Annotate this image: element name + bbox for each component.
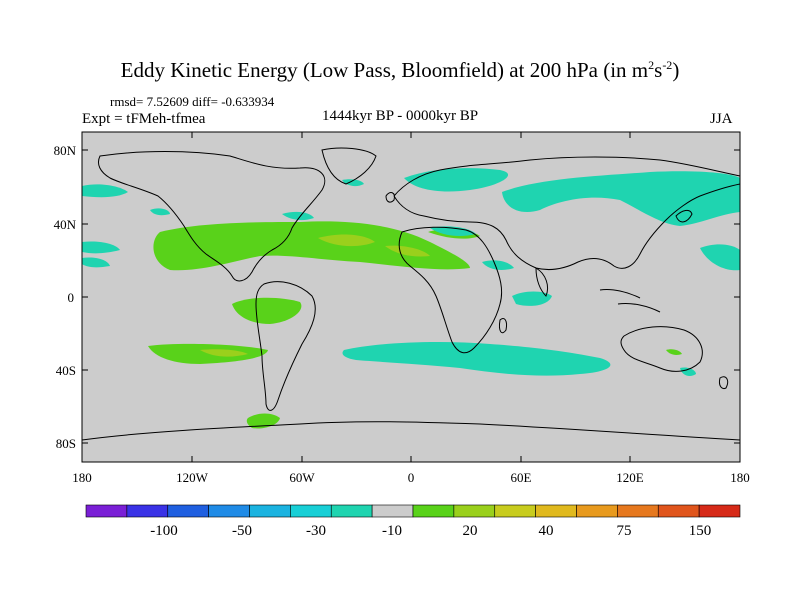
colorbar-swatch bbox=[535, 504, 577, 518]
region-cyan-npac bbox=[82, 184, 128, 198]
colorbar-swatch bbox=[453, 504, 496, 518]
region-green-spac bbox=[232, 297, 302, 324]
colorbar-swatch bbox=[657, 504, 700, 518]
colorbar-swatch bbox=[412, 504, 455, 518]
region-cyan-europe bbox=[404, 168, 509, 192]
region-cyan-south-atl bbox=[342, 342, 611, 376]
colorbar-swatch bbox=[576, 504, 618, 518]
lat-ticks bbox=[82, 149, 740, 444]
region-cyan-sahara bbox=[430, 226, 476, 236]
stats-label: rmsd= 7.52609 diff= -0.633934 bbox=[110, 94, 275, 109]
colorbar-swatch bbox=[126, 504, 169, 518]
colorbar-label: 20 bbox=[463, 523, 478, 539]
colorbar-label: -50 bbox=[232, 523, 252, 539]
colorbar-label: 75 bbox=[617, 523, 632, 539]
region-green-aus bbox=[666, 349, 682, 355]
lat-label: 40N bbox=[54, 217, 77, 232]
colorbar-label: -100 bbox=[150, 523, 178, 539]
colorbar-swatch bbox=[330, 504, 373, 518]
lon-label: 0 bbox=[408, 470, 415, 485]
plot-title: Eddy Kinetic Energy (Low Pass, Bloomfiel… bbox=[120, 58, 680, 82]
colorbar-swatch bbox=[249, 504, 291, 518]
colorbar-swatch bbox=[494, 504, 536, 518]
season-label: JJA bbox=[710, 111, 733, 127]
colorbar-swatch bbox=[698, 504, 741, 518]
coastlines bbox=[81, 147, 741, 441]
lon-label: 120W bbox=[176, 470, 209, 485]
colorbar-label: -30 bbox=[306, 523, 326, 539]
lon-ticks bbox=[81, 132, 741, 462]
region-cyan-arabia bbox=[482, 260, 514, 270]
region-lightgreen-atlantic bbox=[318, 234, 375, 247]
colorbar-swatch bbox=[371, 504, 414, 518]
region-cyan-west2 bbox=[82, 257, 110, 268]
lat-label: 80N bbox=[54, 143, 77, 158]
experiment-label: Expt = tFMeh-tfmea bbox=[82, 111, 206, 127]
lon-label: 180 bbox=[72, 470, 92, 485]
region-green-south bbox=[148, 343, 268, 364]
region-cyan-npac3 bbox=[700, 244, 740, 271]
lat-label: 40S bbox=[56, 363, 76, 378]
colorbar-swatch bbox=[617, 504, 659, 518]
lon-label: 120E bbox=[616, 470, 644, 485]
region-cyan-npac2 bbox=[150, 208, 170, 216]
region-lightgreen-south bbox=[200, 349, 248, 357]
lat-label: 80S bbox=[56, 436, 76, 451]
region-cyan-natl bbox=[282, 211, 314, 221]
anomaly-regions bbox=[82, 168, 740, 429]
colorbar-label: 150 bbox=[689, 523, 712, 539]
region-cyan-indian bbox=[512, 291, 552, 306]
lon-label: 60E bbox=[511, 470, 532, 485]
region-lightgreen-atlantic-2 bbox=[385, 245, 430, 257]
lon-label: 60W bbox=[289, 470, 315, 485]
colorbar-swatch bbox=[85, 504, 128, 518]
colorbar-swatch bbox=[208, 504, 250, 518]
colorbar-label: -10 bbox=[382, 523, 402, 539]
period-label: 1444kyr BP - 0000kyr BP bbox=[321, 108, 479, 124]
colorbar bbox=[85, 504, 741, 518]
region-cyan-aus bbox=[680, 367, 696, 376]
colorbar-label: 40 bbox=[539, 523, 554, 539]
region-green-atlantic bbox=[153, 221, 470, 271]
region-cyan-west bbox=[82, 241, 120, 254]
colorbar-swatch bbox=[290, 504, 332, 518]
region-cyan-greenland bbox=[342, 179, 364, 187]
colorbar-swatch bbox=[167, 504, 209, 518]
lon-label: 180 bbox=[730, 470, 750, 485]
region-green-antarctic bbox=[246, 413, 280, 429]
lat-label: 0 bbox=[68, 290, 75, 305]
